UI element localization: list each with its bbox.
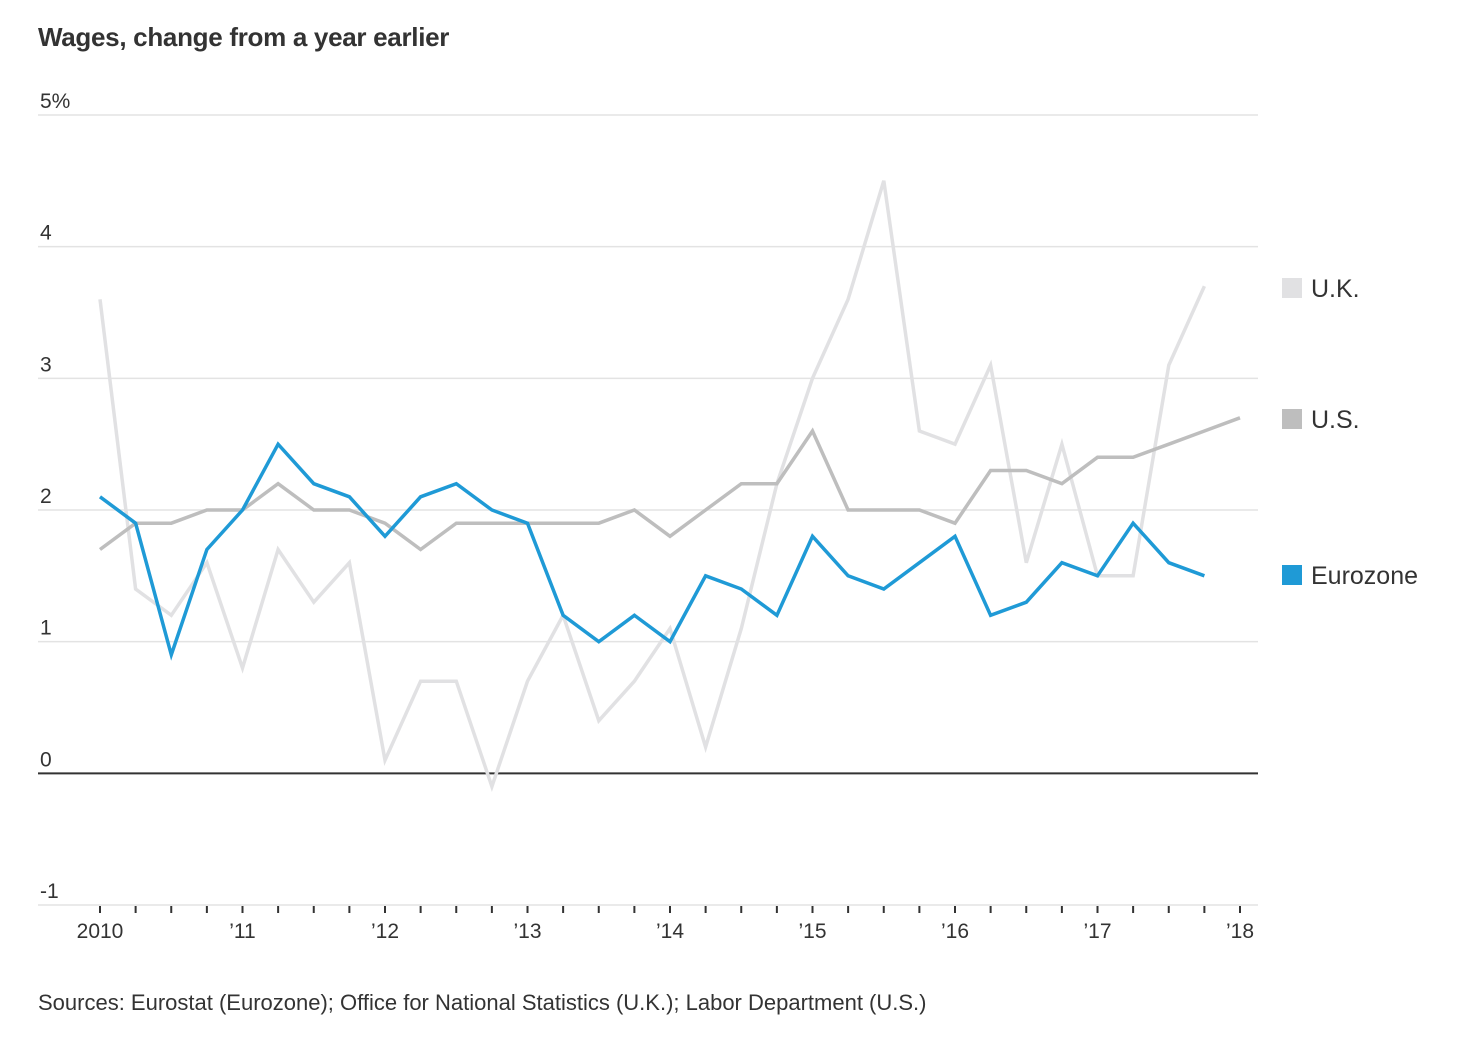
x-tick-label: 2010 xyxy=(77,920,124,943)
legend-swatch-us xyxy=(1282,409,1302,429)
y-tick-label: 1 xyxy=(40,617,52,640)
y-axis-labels: 5% 4 3 2 1 0 -1 xyxy=(40,90,70,903)
x-tick-label: ’13 xyxy=(513,920,541,943)
y-tick-label: 0 xyxy=(40,748,52,771)
chart-title: Wages, change from a year earlier xyxy=(38,22,450,52)
x-tick-label: ’18 xyxy=(1226,920,1254,943)
x-tick-label: ’16 xyxy=(941,920,969,943)
series-line-eurozone xyxy=(98,441,1206,661)
y-tick-label: 3 xyxy=(40,353,52,376)
y-tick-label: -1 xyxy=(40,880,59,903)
legend-label-us: U.S. xyxy=(1311,406,1360,434)
x-tick-label: ’12 xyxy=(371,920,399,943)
legend-swatch-eurozone xyxy=(1282,565,1302,585)
source-note: Sources: Eurostat (Eurozone); Office for… xyxy=(38,990,927,1015)
legend: U.K. U.S. Eurozone xyxy=(1282,275,1418,590)
x-axis: 2010 ’11 ’12 ’13 ’14 ’15 ’16 ’17 ’18 xyxy=(77,906,1254,943)
x-tick-label: ’14 xyxy=(656,920,684,943)
legend-swatch-uk xyxy=(1282,278,1302,298)
y-tick-label: 4 xyxy=(40,222,52,245)
x-tick-label: ’17 xyxy=(1083,920,1111,943)
series-line-us xyxy=(98,416,1241,552)
y-tick-label: 2 xyxy=(40,485,52,508)
x-tick-label: ’11 xyxy=(229,920,255,943)
legend-label-uk: U.K. xyxy=(1311,275,1360,303)
legend-label-eurozone: Eurozone xyxy=(1311,562,1418,590)
series-line-uk xyxy=(98,180,1206,792)
x-tick-label: ’15 xyxy=(798,920,826,943)
y-tick-label: 5% xyxy=(40,90,70,113)
series-lines xyxy=(98,180,1241,792)
